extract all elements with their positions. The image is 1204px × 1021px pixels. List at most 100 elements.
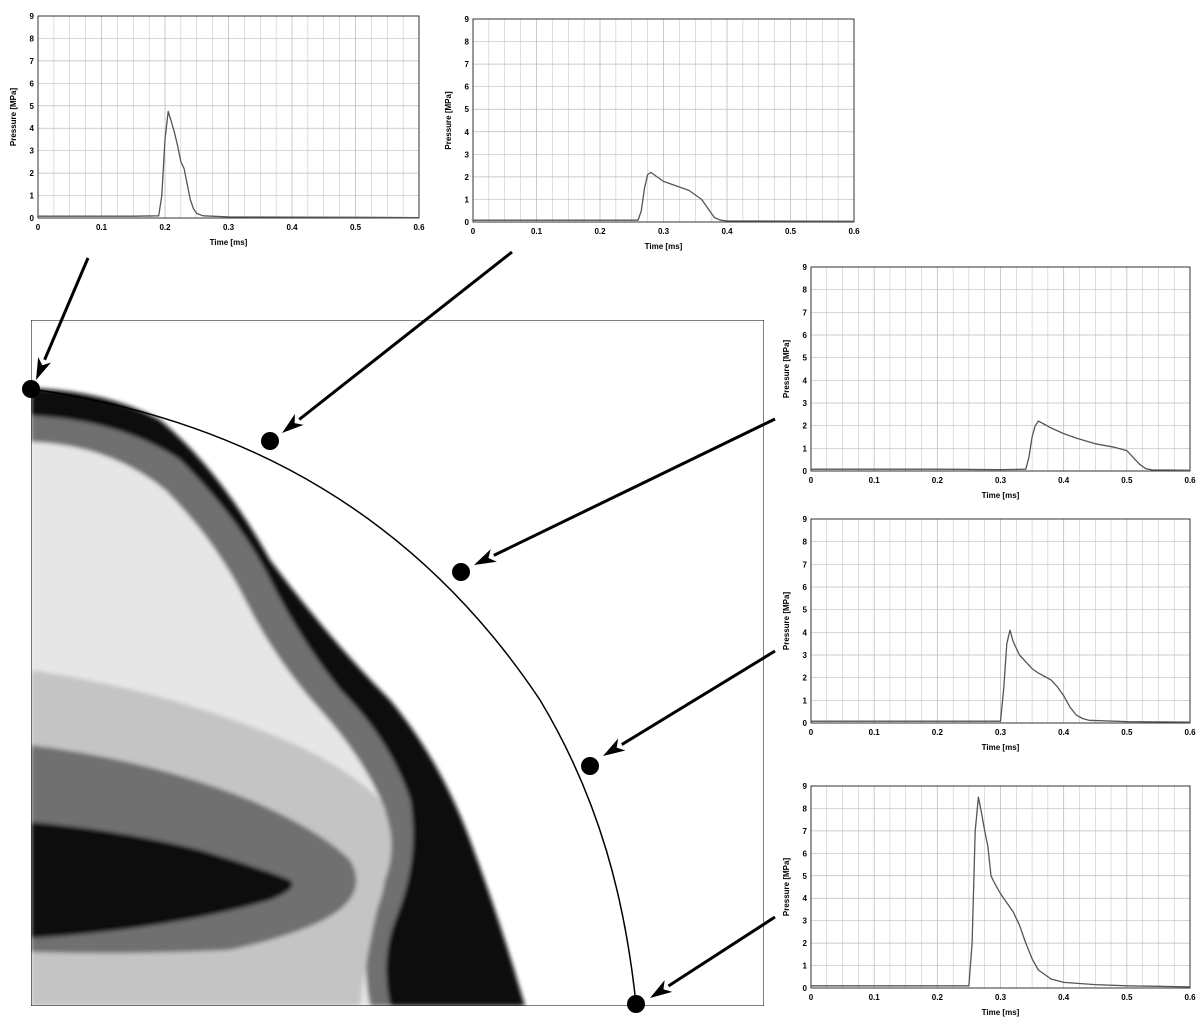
y-tick-label: 1	[803, 962, 808, 971]
x-tick-label: 0.4	[1058, 728, 1070, 737]
pressure-trace-5	[811, 796, 1191, 988]
x-tick-label: 0.4	[1058, 993, 1070, 1002]
y-tick-label: 6	[803, 331, 808, 340]
x-tick-label: 0.5	[350, 223, 362, 232]
x-tick-label: 0.5	[785, 227, 797, 236]
x-tick-label: 0.2	[159, 223, 171, 232]
y-tick-label: 8	[803, 286, 808, 295]
x-tick-label: 0.3	[223, 223, 235, 232]
arrow-head	[650, 980, 673, 998]
pressure-plot-5: 0 1 2 3 4 5 6 7 8 9 0 0.1 0.2 0.3 0.4 0.5 0.6 Time [ms] Pr…	[782, 782, 1196, 1017]
y-tick-label: 4	[803, 376, 808, 385]
x-tick-label: 0.3	[995, 993, 1007, 1002]
y-tick-label: 4	[803, 894, 808, 903]
gauge-markers	[22, 380, 645, 1013]
plot-frame	[810, 518, 1191, 724]
x-tick-label: 0	[809, 728, 814, 737]
arrow-5	[650, 915, 776, 998]
y-tick-label: 9	[803, 515, 808, 524]
pressure-plot-1: 0 1 2 3 4 5 6 7 8 9 0 0.1 0.2 0.3 0.4 0.5 0.6 Time [ms] Pr…	[9, 12, 425, 247]
field-band-grey-outer	[31, 416, 413, 1006]
arrow-head	[282, 413, 304, 433]
x-tick-label: 0.3	[995, 728, 1007, 737]
x-tick-label: 0.2	[932, 993, 944, 1002]
x-tick-label: 0.1	[96, 223, 108, 232]
x-tick-label: 0.4	[1058, 476, 1070, 485]
y-tick-label: 3	[465, 150, 470, 159]
y-tick-label: 2	[465, 173, 470, 182]
y-tick-label: 2	[803, 939, 808, 948]
field-band-dark-core	[31, 822, 293, 938]
arrow-head	[36, 357, 52, 380]
y-tick-label: 8	[465, 38, 470, 47]
x-axis-label: Time [ms]	[210, 238, 248, 247]
y-tick-label: 1	[803, 444, 808, 453]
arrow-1	[36, 257, 90, 380]
x-tick-label: 0	[809, 993, 814, 1002]
x-tick-label: 0.6	[848, 227, 860, 236]
x-tick-label: 0.5	[1121, 728, 1133, 737]
x-axis-label: Time [ms]	[645, 242, 683, 251]
y-tick-label: 2	[30, 169, 35, 178]
x-tick-label: 0.1	[531, 227, 543, 236]
y-tick-label: 5	[30, 102, 35, 111]
x-tick-label: 0.1	[869, 476, 881, 485]
arrow-head	[474, 549, 497, 565]
y-tick-label: 9	[465, 15, 470, 24]
arrow-3	[474, 417, 776, 565]
arrow-2	[282, 250, 513, 433]
x-tick-label: 0.6	[1184, 993, 1196, 1002]
plot-frame	[472, 18, 855, 223]
x-tick-label: 0.6	[1184, 476, 1196, 485]
y-axis-label: Pressure [MPa]	[782, 592, 791, 651]
y-tick-label: 5	[803, 354, 808, 363]
x-axis-label: Time [ms]	[982, 743, 1020, 752]
y-tick-label: 7	[803, 560, 808, 569]
pressure-field	[31, 320, 764, 1006]
y-tick-label: 4	[803, 628, 808, 637]
arrow-shaft	[298, 250, 513, 421]
gauge-point-4	[581, 757, 599, 775]
x-tick-label: 0.1	[869, 728, 881, 737]
y-tick-label: 6	[803, 583, 808, 592]
pressure-trace-3	[811, 420, 1191, 471]
y-tick-label: 7	[803, 308, 808, 317]
x-tick-label: 0.5	[1121, 476, 1133, 485]
y-tick-label: 5	[803, 606, 808, 615]
y-tick-label: 6	[465, 83, 470, 92]
y-tick-label: 9	[30, 12, 35, 21]
arrows	[36, 250, 776, 998]
y-tick-label: 8	[803, 538, 808, 547]
y-tick-label: 0	[30, 214, 35, 223]
x-tick-label: 0	[471, 227, 476, 236]
pressure-trace-1	[38, 110, 420, 219]
plots: 0 1 2 3 4 5 6 7 8 9 0 0.1 0.2 0.3 0.4 0.5 0.6 Time [ms] Pr…	[9, 12, 1196, 1017]
y-tick-label: 7	[803, 827, 808, 836]
y-axis-label: Pressure [MPa]	[782, 340, 791, 399]
y-tick-label: 7	[30, 57, 35, 66]
pressure-trace-2	[473, 171, 855, 222]
plot-frame	[37, 15, 420, 219]
x-tick-label: 0.6	[413, 223, 425, 232]
x-axis-label: Time [ms]	[982, 1008, 1020, 1017]
y-tick-label: 5	[465, 105, 470, 114]
y-tick-label: 2	[803, 674, 808, 683]
y-tick-label: 6	[30, 79, 35, 88]
gauge-point-3	[452, 563, 470, 581]
y-tick-label: 5	[803, 872, 808, 881]
y-axis-label: Pressure [MPa]	[444, 91, 453, 150]
y-tick-label: 4	[30, 124, 35, 133]
y-tick-label: 0	[803, 984, 808, 993]
y-tick-label: 1	[465, 195, 470, 204]
gauge-point-2	[261, 432, 279, 450]
y-tick-label: 7	[465, 60, 470, 69]
gauge-point-1	[22, 380, 40, 398]
y-tick-label: 4	[465, 128, 470, 137]
x-tick-label: 0.5	[1121, 993, 1133, 1002]
plot-frame	[810, 266, 1191, 472]
x-tick-label: 0.4	[286, 223, 298, 232]
y-tick-label: 9	[803, 263, 808, 272]
x-tick-label: 0.1	[869, 993, 881, 1002]
x-tick-label: 0.3	[995, 476, 1007, 485]
